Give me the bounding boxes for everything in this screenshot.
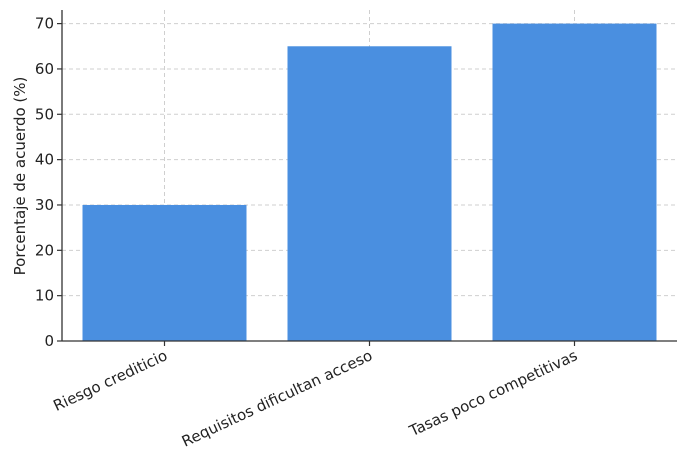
y-tick-label: 60 (35, 60, 54, 78)
x-tick-label: Requisitos dificultan acceso (179, 346, 375, 450)
y-tick-label: 40 (35, 151, 54, 169)
bar (82, 204, 247, 341)
x-tick-label: Tasas poco competitivas (406, 346, 581, 440)
axes (57, 10, 677, 346)
y-tick-label: 10 (35, 287, 54, 305)
y-tick-label: 20 (35, 241, 54, 259)
bars (82, 23, 657, 341)
y-tick-label: 50 (35, 105, 54, 123)
y-tick-label: 30 (35, 196, 54, 214)
x-tick-label: Riesgo crediticio (50, 346, 170, 415)
bar (287, 46, 452, 341)
y-axis-title: Porcentaje de acuerdo (%) (11, 77, 29, 276)
y-tick-label: 0 (44, 332, 54, 350)
bar (492, 23, 657, 341)
y-tick-label: 70 (35, 15, 54, 33)
